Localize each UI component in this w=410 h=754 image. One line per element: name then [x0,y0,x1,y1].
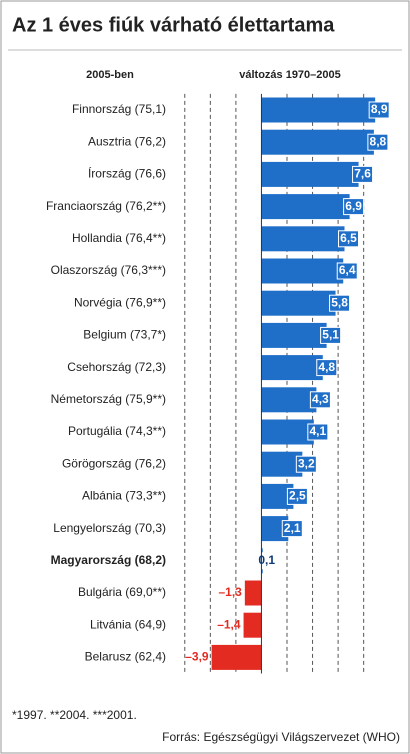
bar [261,451,303,477]
category-header: 2005-ben [86,69,134,81]
value-label-box [338,230,359,248]
value-label: 4,1 [309,424,326,438]
value-label: 7,6 [354,167,371,181]
bar [261,258,344,284]
value-label-box [309,391,331,409]
bar [211,644,262,670]
value-label: 8,8 [370,134,387,148]
value-label-box [329,294,351,312]
bar [261,387,317,413]
value-label: 2,1 [284,521,301,535]
value-label-box [336,262,358,280]
category-label: Finnország (75,1) [72,102,166,116]
value-label: 4,8 [318,360,335,374]
category-label: Bulgária (69,0**) [78,585,166,599]
category-label: Írország (76,6) [88,166,166,181]
bar [261,97,376,123]
value-label: –1,3 [218,585,242,599]
category-label: Hollandia (76,4**) [72,231,166,245]
bar [261,194,350,220]
value-label-box [367,133,389,151]
category-label: Ausztria (76,2) [88,134,166,148]
value-label: 2,5 [289,489,306,503]
value-label-box [295,455,317,473]
value-label-box [286,487,308,505]
category-label: Belarusz (62,4) [85,650,166,664]
category-label: Németország (75,9**) [51,392,166,406]
bar [261,161,359,187]
value-label: –3,9 [185,650,209,664]
bar [261,355,323,381]
category-label: Csehország (72,3) [67,360,166,374]
value-label: 8,9 [371,102,388,116]
value-label: 4,3 [312,392,329,406]
value-label: 0,1 [258,553,275,567]
category-label: Franciaország (76,2**) [46,199,166,213]
category-label: Norvégia (76,9**) [74,295,166,309]
value-label-box [307,423,329,441]
value-label-box [343,198,365,216]
footnote: *1997. **2004. ***2001. [12,708,137,722]
category-label: Belgium (73,7*) [83,328,166,342]
value-label: 6,4 [339,263,356,277]
chart-title: Az 1 éves fiúk várható élettartama [12,14,335,36]
category-label: Görögország (76,2) [62,456,166,470]
category-label: Lengyelország (70,3) [53,521,166,535]
value-label: –1,4 [217,617,241,631]
category-label: Litvánia (64,9) [90,617,166,631]
bar [261,226,345,252]
bar [261,129,374,155]
value-label: 6,9 [345,199,362,213]
value-label-box [320,326,342,344]
value-label: 5,1 [322,328,339,342]
value-label-box [352,165,374,183]
value-label: 5,8 [331,295,348,309]
category-label: Albánia (73,3**) [82,489,166,503]
value-label: 3,2 [298,456,315,470]
bar [244,580,262,606]
category-label: Olaszország (76,3***) [51,263,166,277]
category-label: Portugália (74,3**) [68,424,166,438]
bar [243,612,262,638]
value-header: változás 1970–2005 [239,69,341,81]
source: Forrás: Egészségügyi Világszervezet (WHO… [162,730,400,744]
bar [261,419,314,445]
value-label: 6,5 [340,231,357,245]
bar [261,322,327,348]
category-label: Magyarország (68,2) [51,553,166,567]
value-label-box [316,359,338,377]
bar [261,290,336,316]
value-label-box [281,520,303,538]
value-label-box [368,101,390,119]
